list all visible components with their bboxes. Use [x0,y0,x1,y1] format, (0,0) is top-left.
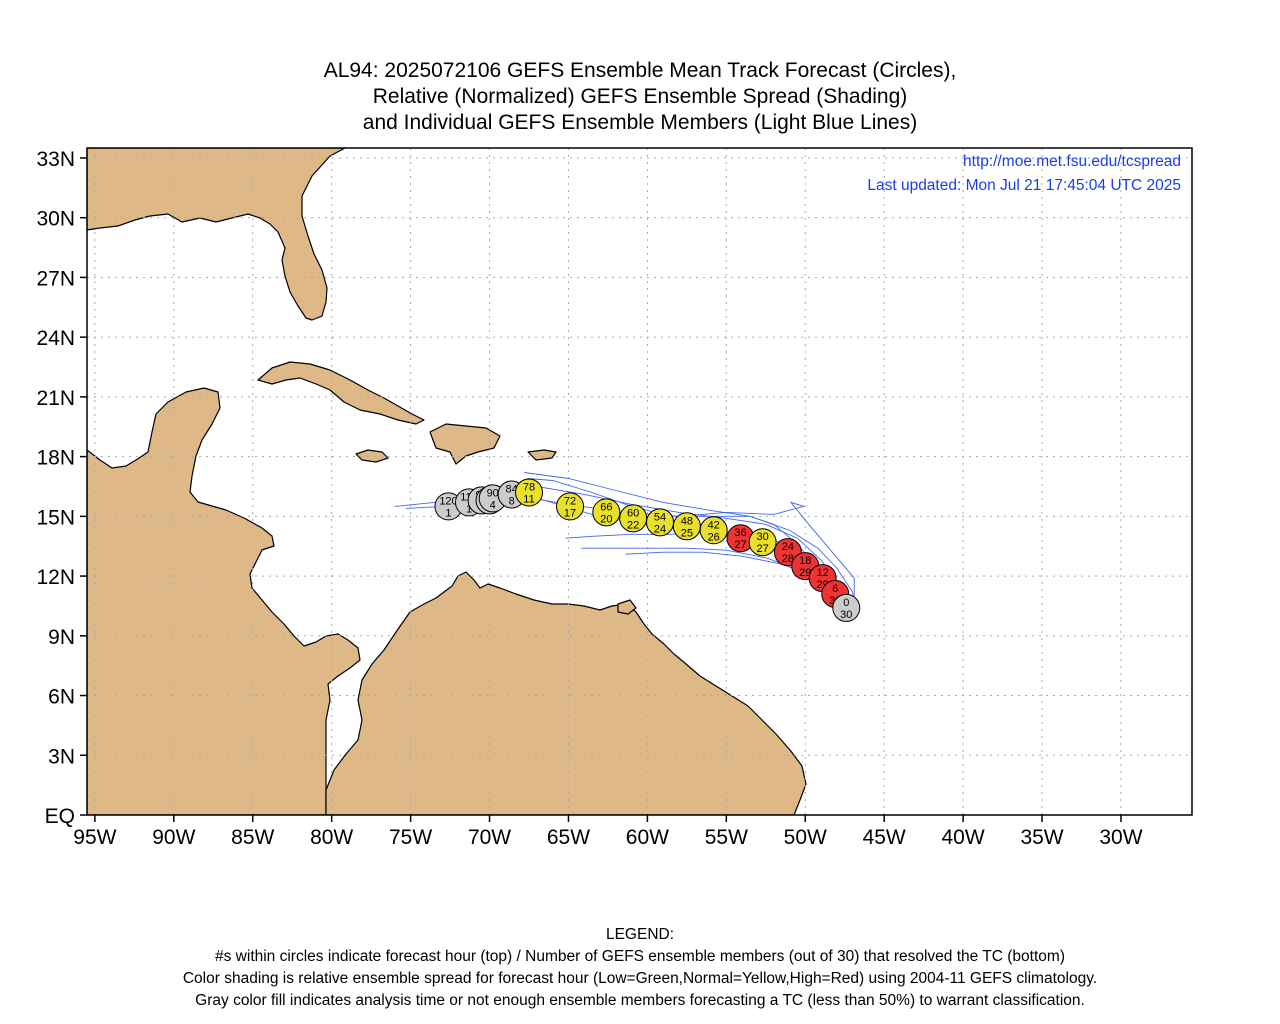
member-count-label: 26 [708,531,720,543]
x-tick-label: 50W [784,826,827,849]
y-tick-label: 12N [36,566,75,589]
forecast-hour-label: 0 [843,597,849,609]
mean-track-circles: 1201114196410819048487811721766206022542… [434,478,861,622]
y-tick-label: 30N [36,208,75,231]
member-count-label: 25 [681,527,693,539]
y-tick-label: 3N [48,745,75,768]
forecast-hour-label: 18 [799,555,811,567]
trinidad [617,599,637,615]
member-count-label: 20 [600,513,612,525]
y-tick-label: 24N [36,327,75,350]
member-count-label: 22 [627,519,639,531]
y-tick-label: 18N [36,447,75,470]
land-masses [87,148,807,815]
x-tick-label: 45W [863,826,906,849]
member-count-label: 8 [509,495,515,507]
member-count-label: 11 [523,493,534,505]
forecast-hour-label: 12 [816,567,828,579]
puerto-rico [527,449,557,461]
central-america [87,387,361,815]
plot-frame [86,147,1193,816]
x-tick-label: 75W [389,826,432,849]
member-count-label: 28 [782,553,794,565]
legend-heading: LEGEND: [605,926,675,943]
x-tick-label: 95W [73,826,116,849]
legend-line-1: #s within circles indicate forecast hour… [215,948,1065,965]
member-count-label: 24 [654,523,666,535]
y-tick-label: 6N [48,686,75,709]
forecast-hour-label: 36 [734,527,746,539]
track-circle [748,528,777,557]
chart-title: AL94: 2025072106 GEFS Ensemble Mean Trac… [0,58,1280,136]
member-count-label: 4 [490,499,496,511]
y-tick-label: 27N [36,267,75,290]
y-tick-label: 9N [48,626,75,649]
track-circle [592,498,621,527]
legend-line-3: Gray color fill indicates analysis time … [195,992,1085,1009]
y-tick-label: EQ [45,805,75,828]
forecast-hour-label: 30 [757,531,769,543]
south-america [325,571,807,815]
x-tick-label: 70W [468,826,511,849]
track-circle [515,478,543,507]
track-circle [556,492,585,521]
hispaniola [429,423,501,465]
forecast-hour-label: 66 [600,501,612,513]
track-circle [832,593,861,622]
y-tick-label: 33N [36,148,75,171]
x-tick-label: 65W [547,826,590,849]
forecast-hour-label: 78 [523,481,535,493]
title-line-3: and Individual GEFS Ensemble Members (Li… [362,111,918,134]
title-line-2: Relative (Normalized) GEFS Ensemble Spre… [372,85,908,108]
member-count-label: 1 [445,507,451,519]
y-tick-label: 21N [36,387,75,410]
title-line-1: AL94: 2025072106 GEFS Ensemble Mean Trac… [323,59,957,82]
x-tick-label: 60W [626,826,669,849]
x-tick-label: 30W [1099,826,1142,849]
member-count-label: 29 [799,567,811,579]
y-tick-label: 15N [36,506,75,529]
member-count-label: 27 [734,539,746,551]
jamaica [355,449,389,463]
member-count-label: 27 [757,543,769,555]
forecast-hour-label: 72 [564,495,576,507]
x-tick-label: 40W [942,826,985,849]
florida-peninsula [87,148,346,321]
forecast-hour-label: 120 [439,495,457,507]
forecast-hour-label: 54 [654,511,666,523]
forecast-hour-label: 84 [506,483,518,495]
forecast-hour-label: 60 [627,507,639,519]
forecast-hour-label: 90 [487,487,499,499]
x-tick-label: 80W [310,826,353,849]
last-updated-text: Last updated: Mon Jul 21 17:45:04 UTC 20… [867,177,1181,194]
track-point-hour-0: 030 [832,593,861,622]
x-tick-label: 55W [705,826,748,849]
legend-line-2: Color shading is relative ensemble sprea… [182,970,1098,987]
forecast-hour-label: 48 [681,515,693,527]
member-count-label: 30 [840,609,852,621]
source-url-link[interactable]: http://moe.met.fsu.edu/tcspread [963,153,1181,170]
forecast-hour-label: 42 [708,519,720,531]
x-tick-label: 35W [1020,826,1063,849]
legend: LEGEND: #s within circles indicate forec… [0,924,1280,1012]
track-circle [699,516,728,545]
member-count-label: 17 [564,507,576,519]
member-count-label: 1 [466,503,472,515]
cuba [257,361,425,425]
x-tick-label: 85W [231,826,274,849]
axis-ticks: 95W 90W 85W 80W 75W 70W 65W 60W 55W 50W 45W 40W 35W 3… [36,148,1142,849]
forecast-hour-label: 6 [832,583,838,595]
forecast-hour-label: 24 [782,541,794,553]
x-tick-label: 90W [152,826,195,849]
